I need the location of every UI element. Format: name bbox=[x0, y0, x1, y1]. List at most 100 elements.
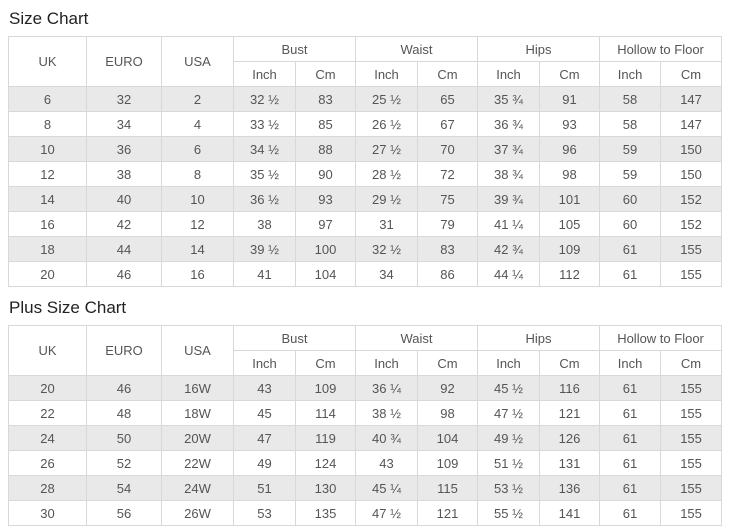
table-body: 20 46 16W 43 109 36 ¼ 92 45 ½ 116 61 155 22 48 18W 45 1… bbox=[8, 375, 723, 526]
table-cell: 6 bbox=[161, 136, 234, 162]
column-header-usa: USA bbox=[161, 325, 234, 376]
table-cell: 49 bbox=[233, 450, 296, 476]
table-cell: 61 bbox=[599, 236, 662, 262]
table-cell: 152 bbox=[660, 211, 723, 237]
table-cell: 152 bbox=[660, 186, 723, 212]
table-header: UK EURO USA Bust Waist Hips Hollow to Fl… bbox=[8, 36, 723, 87]
plus-size-chart-title: Plus Size Chart bbox=[9, 298, 127, 317]
table-cell: 12 bbox=[161, 211, 234, 237]
table-header: UK EURO USA Bust Waist Hips Hollow to Fl… bbox=[8, 325, 723, 376]
table-cell: 53 ½ bbox=[477, 475, 541, 501]
table-cell: 20W bbox=[161, 425, 234, 451]
plus-size-chart-table: UK EURO USA Bust Waist Hips Hollow to Fl… bbox=[8, 325, 723, 526]
table-cell: 91 bbox=[539, 86, 601, 112]
table-cell: 16W bbox=[161, 375, 234, 401]
table-cell: 26W bbox=[161, 500, 234, 526]
table-cell: 34 ½ bbox=[233, 136, 296, 162]
table-cell: 75 bbox=[417, 186, 479, 212]
column-header-euro: EURO bbox=[86, 325, 162, 376]
table-cell: 96 bbox=[539, 136, 601, 162]
table-cell: 36 ½ bbox=[233, 186, 296, 212]
table-cell: 100 bbox=[294, 236, 357, 262]
table-cell: 116 bbox=[539, 375, 601, 401]
table-cell: 4 bbox=[161, 111, 234, 137]
column-subheader-inch: Inch bbox=[233, 350, 296, 376]
table-cell: 105 bbox=[539, 211, 601, 237]
column-header-euro: EURO bbox=[86, 36, 162, 87]
table-row: 14 40 10 36 ½ 93 29 ½ 75 39 ¾ 101 60 152 bbox=[8, 186, 723, 212]
table-cell: 24 bbox=[8, 425, 87, 451]
table-cell: 98 bbox=[539, 161, 601, 187]
table-cell: 155 bbox=[660, 475, 723, 501]
table-cell: 43 bbox=[233, 375, 296, 401]
column-subheader-cm: Cm bbox=[539, 61, 601, 87]
table-header-row-units: Inch Cm Inch Cm Inch Cm Inch Cm bbox=[9, 350, 723, 376]
table-cell: 8 bbox=[8, 111, 87, 137]
table-cell: 72 bbox=[417, 161, 479, 187]
column-header-uk: UK bbox=[8, 36, 87, 87]
table-row: 20 46 16 41 104 34 86 44 ¼ 112 61 155 bbox=[8, 261, 723, 287]
table-cell: 29 ½ bbox=[355, 186, 419, 212]
table-cell: 54 bbox=[86, 475, 162, 501]
table-cell: 121 bbox=[417, 500, 479, 526]
table-cell: 53 bbox=[233, 500, 296, 526]
table-cell: 16 bbox=[161, 261, 234, 287]
table-row: 24 50 20W 47 119 40 ¾ 104 49 ½ 126 61 155 bbox=[8, 425, 723, 451]
table-cell: 45 ½ bbox=[477, 375, 541, 401]
table-cell: 10 bbox=[8, 136, 87, 162]
table-cell: 109 bbox=[417, 450, 479, 476]
table-cell: 61 bbox=[599, 400, 662, 426]
table-cell: 42 bbox=[86, 211, 162, 237]
table-cell: 16 bbox=[8, 211, 87, 237]
table-cell: 147 bbox=[660, 86, 723, 112]
table-cell: 49 ½ bbox=[477, 425, 541, 451]
column-group-waist: Waist bbox=[355, 36, 479, 62]
table-cell: 136 bbox=[539, 475, 601, 501]
table-cell: 67 bbox=[417, 111, 479, 137]
table-cell: 47 bbox=[233, 425, 296, 451]
table-cell: 2 bbox=[161, 86, 234, 112]
table-cell: 32 bbox=[86, 86, 162, 112]
column-group-waist: Waist bbox=[355, 325, 479, 351]
table-cell: 60 bbox=[599, 186, 662, 212]
table-row: 8 34 4 33 ½ 85 26 ½ 67 36 ¾ 93 58 147 bbox=[8, 111, 723, 137]
table-cell: 98 bbox=[417, 400, 479, 426]
table-cell: 60 bbox=[599, 211, 662, 237]
table-cell: 65 bbox=[417, 86, 479, 112]
table-cell: 33 ½ bbox=[233, 111, 296, 137]
table-row: 26 52 22W 49 124 43 109 51 ½ 131 61 155 bbox=[8, 450, 723, 476]
table-body: 6 32 2 32 ½ 83 25 ½ 65 35 ¾ 91 58 147 8 34 4 33 ½ 85 26 … bbox=[8, 86, 723, 287]
table-cell: 50 bbox=[86, 425, 162, 451]
column-group-hollow-to-floor: Hollow to Floor bbox=[599, 325, 723, 351]
table-cell: 38 bbox=[86, 161, 162, 187]
table-cell: 155 bbox=[660, 236, 723, 262]
column-subheader-cm: Cm bbox=[294, 61, 357, 87]
table-cell: 28 ½ bbox=[355, 161, 419, 187]
column-subheader-inch: Inch bbox=[599, 61, 662, 87]
table-cell: 59 bbox=[599, 136, 662, 162]
table-cell: 101 bbox=[539, 186, 601, 212]
table-cell: 32 ½ bbox=[233, 86, 296, 112]
table-cell: 104 bbox=[417, 425, 479, 451]
table-cell: 14 bbox=[8, 186, 87, 212]
table-cell: 51 bbox=[233, 475, 296, 501]
table-header-row-groups: UK EURO USA Bust Waist Hips Hollow to Fl… bbox=[8, 325, 723, 376]
table-cell: 155 bbox=[660, 400, 723, 426]
table-cell: 18W bbox=[161, 400, 234, 426]
table-cell: 47 ½ bbox=[355, 500, 419, 526]
table-cell: 56 bbox=[86, 500, 162, 526]
table-cell: 36 ¾ bbox=[477, 111, 541, 137]
table-cell: 86 bbox=[417, 261, 479, 287]
table-cell: 34 bbox=[86, 111, 162, 137]
table-cell: 44 ¼ bbox=[477, 261, 541, 287]
table-cell: 41 bbox=[233, 261, 296, 287]
column-group-hips: Hips bbox=[477, 325, 601, 351]
table-cell: 52 bbox=[86, 450, 162, 476]
column-header-uk: UK bbox=[8, 325, 87, 376]
table-cell: 109 bbox=[539, 236, 601, 262]
table-cell: 36 ¼ bbox=[355, 375, 419, 401]
table-cell: 61 bbox=[599, 375, 662, 401]
table-cell: 8 bbox=[161, 161, 234, 187]
table-cell: 37 ¾ bbox=[477, 136, 541, 162]
